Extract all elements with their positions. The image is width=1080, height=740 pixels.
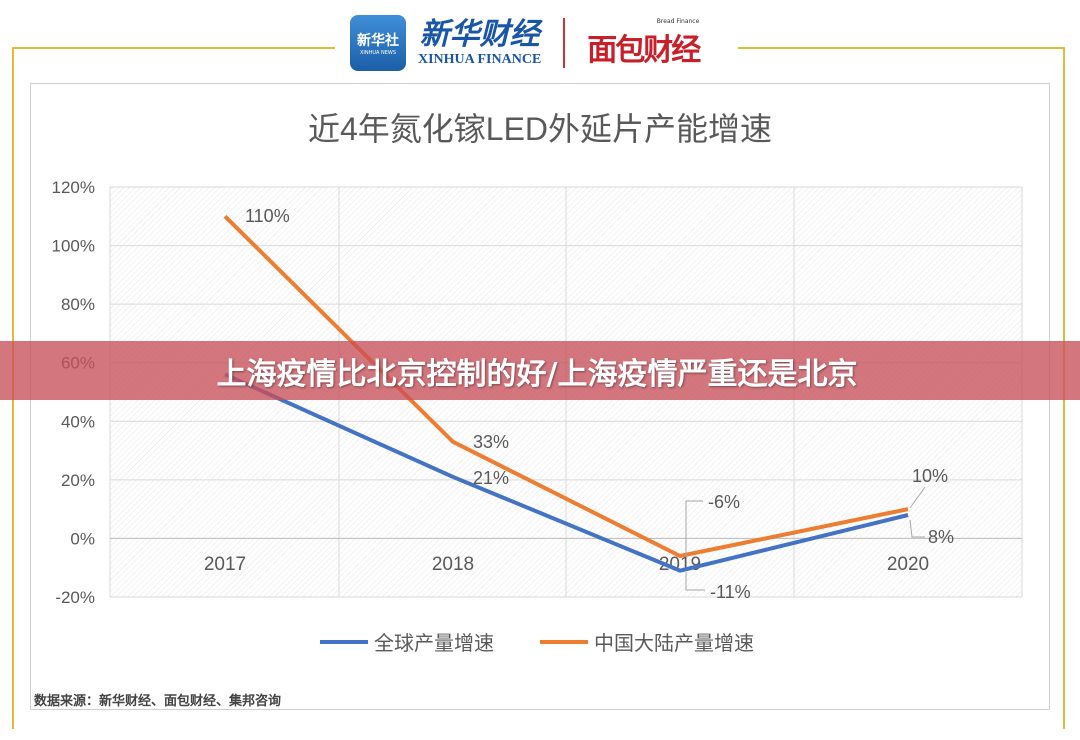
- y-tick-label: 100%: [52, 237, 95, 256]
- bread-finance-en: Bread Finance: [656, 17, 700, 25]
- y-tick-label: 120%: [52, 178, 95, 197]
- y-tick-label: -20%: [55, 588, 95, 607]
- xinhua-finance-logo: 新华财经 XINHUA FINANCE: [418, 18, 541, 68]
- legend: 全球产量增速 中国大陆产量增速: [320, 632, 754, 655]
- bread-finance-logo: Bread Finance 面包财经: [587, 17, 701, 69]
- headline-text: 上海疫情比北京控制的好/上海疫情严重还是北京: [216, 356, 858, 392]
- data-label: -6%: [708, 492, 740, 512]
- frame-top-left: [12, 47, 335, 49]
- leader-line: [685, 500, 703, 556]
- series-line-china: [223, 214, 909, 558]
- xinhua-badge-cn: 新华社: [357, 33, 399, 49]
- headline-banner: 上海疫情比北京控制的好/上海疫情严重还是北京: [0, 341, 1080, 400]
- x-tick-label: 2020: [887, 554, 929, 575]
- x-tick-label: 2018: [432, 554, 474, 575]
- header-logos: 新华社 XINHUA NEWS 新华财经 XINHUA FINANCE Brea…: [350, 12, 701, 74]
- logo-divider: [563, 18, 566, 68]
- data-label: 10%: [912, 466, 948, 486]
- chart-title: 近4年氮化镓LED外延片产能增速: [308, 111, 772, 147]
- frame-top-right: [738, 47, 1065, 49]
- xinhua-news-logo: 新华社 XINHUA NEWS: [350, 15, 406, 71]
- y-tick-label: 20%: [61, 471, 95, 490]
- y-tick-label: 80%: [61, 295, 95, 314]
- data-source: 数据来源：新华财经、面包财经、集邦咨询: [34, 694, 282, 709]
- leader-line: [685, 572, 705, 591]
- data-label: 8%: [928, 527, 954, 547]
- xinhua-finance-en: XINHUA FINANCE: [418, 52, 542, 67]
- legend-label-global: 全球产量增速: [374, 632, 494, 655]
- y-tick-label: 0%: [70, 529, 95, 548]
- xinhua-badge-en: XINHUA NEWS: [359, 50, 397, 56]
- x-tick-label: 2017: [204, 554, 246, 575]
- bread-finance-cn: 面包财经: [587, 32, 701, 68]
- data-label: -11%: [710, 582, 751, 602]
- xinhua-finance-cn: 新华财经: [419, 17, 540, 52]
- data-label: 33%: [473, 432, 509, 452]
- data-label: 110%: [245, 206, 290, 226]
- leader-line: [909, 519, 925, 538]
- y-tick-label: 40%: [61, 412, 95, 431]
- data-label: 21%: [473, 468, 509, 488]
- legend-label-china: 中国大陆产量增速: [594, 632, 754, 655]
- leader-line: [909, 486, 926, 509]
- series-line-global: [224, 372, 909, 573]
